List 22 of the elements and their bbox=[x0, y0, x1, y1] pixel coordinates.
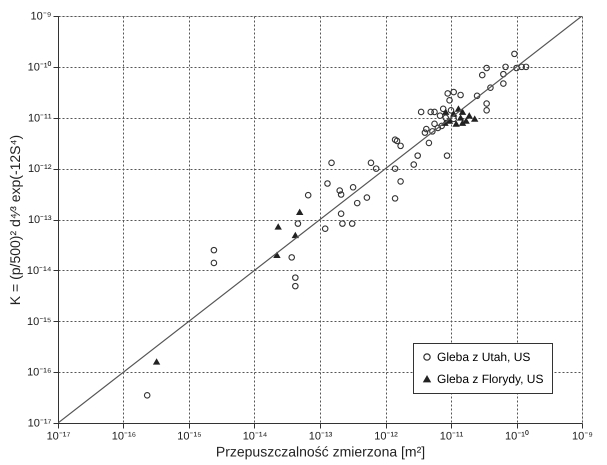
y-axis-title: K = (p/500)² d⁴⁄³ exp(-12S⁴) bbox=[6, 134, 23, 306]
y-tick-label: 10⁻⁹ bbox=[30, 10, 52, 22]
y-tick-label: 10⁻¹⁵ bbox=[27, 316, 52, 328]
x-tick-label: 10⁻¹⁷ bbox=[46, 430, 70, 442]
x-tick-label: 10⁻⁹ bbox=[572, 430, 593, 442]
y-tick-label: 10⁻¹⁷ bbox=[28, 418, 52, 430]
legend-label: Gleba z Florydy, US bbox=[437, 372, 544, 386]
x-tick-label: 10⁻¹⁶ bbox=[112, 430, 136, 442]
x-tick-label: 10⁻¹² bbox=[374, 430, 398, 442]
x-tick-label: 10⁻¹⁵ bbox=[177, 430, 202, 442]
y-tick-label: 10⁻¹⁰ bbox=[28, 60, 52, 74]
x-tick-label: 10⁻¹⁴ bbox=[242, 430, 268, 442]
y-tick-label: 10⁻¹⁴ bbox=[26, 264, 52, 277]
y-tick-label: 10⁻¹¹ bbox=[28, 112, 52, 124]
legend-label: Gleba z Utah, US bbox=[437, 350, 530, 364]
y-tick-label: 10⁻¹² bbox=[28, 163, 52, 176]
y-tick-label: 10⁻¹⁶ bbox=[27, 366, 52, 379]
x-tick-label: 10⁻¹¹ bbox=[440, 430, 464, 442]
y-tick-label: 10⁻¹³ bbox=[28, 214, 52, 226]
x-tick-label: 10⁻¹³ bbox=[308, 430, 333, 442]
x-axis-title: Przepuszczalność zmierzona [m²] bbox=[216, 444, 426, 460]
x-tick-label: 10⁻¹⁰ bbox=[505, 430, 529, 442]
